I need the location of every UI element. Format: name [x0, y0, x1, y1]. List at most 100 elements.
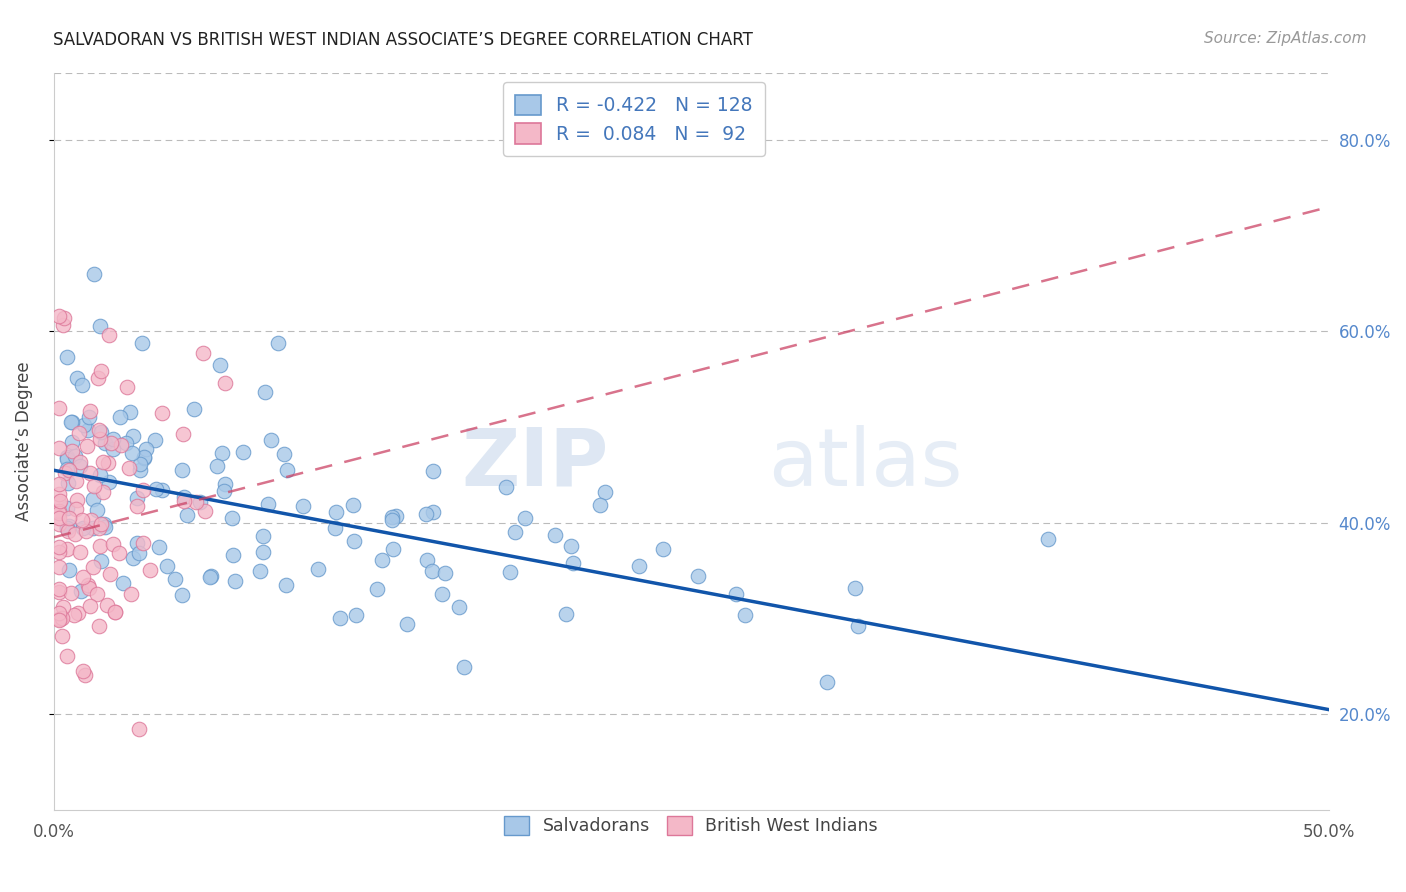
Point — [90, 364, 112, 378]
Point — [499, 566, 522, 580]
Point — [83, 267, 105, 281]
Point — [562, 556, 585, 570]
Point — [343, 533, 366, 548]
Point — [55, 500, 77, 515]
Point — [65, 526, 87, 541]
Point — [108, 546, 131, 560]
Point — [72, 521, 94, 535]
Point — [734, 607, 756, 622]
Point — [176, 508, 198, 523]
Point — [48, 613, 70, 627]
Point — [58, 563, 80, 577]
Point — [513, 511, 536, 525]
Point — [103, 432, 125, 446]
Point — [77, 581, 100, 595]
Point — [173, 494, 195, 508]
Point — [430, 587, 453, 601]
Point — [252, 545, 274, 559]
Point — [51, 611, 73, 625]
Point — [48, 540, 70, 554]
Point — [56, 541, 79, 556]
Point — [543, 528, 565, 542]
Point — [121, 550, 143, 565]
Point — [165, 572, 187, 586]
Point — [55, 350, 77, 364]
Point — [560, 539, 582, 553]
Point — [554, 607, 576, 622]
Point — [70, 513, 93, 527]
Point — [60, 443, 83, 458]
Point — [51, 629, 73, 643]
Point — [60, 416, 83, 430]
Point — [90, 554, 112, 568]
Point — [274, 578, 297, 592]
Point — [184, 494, 207, 508]
Text: SALVADORAN VS BRITISH WEST INDIAN ASSOCIATE’S DEGREE CORRELATION CHART: SALVADORAN VS BRITISH WEST INDIAN ASSOCI… — [53, 31, 754, 49]
Point — [55, 521, 77, 535]
Point — [90, 425, 112, 439]
Point — [115, 436, 138, 450]
Point — [725, 587, 748, 601]
Point — [170, 588, 193, 602]
Point — [134, 450, 156, 465]
Point — [55, 450, 77, 464]
Point — [51, 600, 73, 615]
Point — [652, 542, 675, 557]
Point — [65, 502, 87, 516]
Point — [97, 327, 120, 342]
Legend: Salvadorans, British West Indians: Salvadorans, British West Indians — [498, 809, 884, 842]
Point — [395, 616, 418, 631]
Point — [132, 536, 155, 550]
Point — [76, 578, 98, 592]
Point — [686, 568, 709, 582]
Point — [48, 585, 70, 599]
Point — [118, 405, 141, 419]
Point — [93, 517, 115, 532]
Point — [131, 483, 153, 497]
Point — [224, 574, 246, 589]
Point — [89, 318, 111, 333]
Point — [79, 404, 101, 418]
Point — [89, 432, 111, 446]
Point — [422, 505, 444, 519]
Point — [82, 560, 104, 574]
Point — [172, 427, 194, 442]
Point — [1038, 532, 1060, 546]
Point — [505, 524, 527, 539]
Point — [83, 479, 105, 493]
Point — [48, 517, 70, 532]
Point — [205, 458, 228, 473]
Point — [66, 493, 89, 508]
Point — [122, 429, 145, 443]
Point — [117, 461, 139, 475]
Point — [48, 545, 70, 559]
Point — [86, 502, 108, 516]
Point — [48, 487, 70, 501]
Point — [94, 436, 117, 450]
Point — [48, 476, 70, 491]
Point — [69, 584, 91, 599]
Point — [385, 509, 408, 524]
Point — [214, 476, 236, 491]
Point — [249, 564, 271, 578]
Point — [115, 380, 138, 394]
Point — [257, 497, 280, 511]
Point — [75, 524, 97, 538]
Point — [589, 499, 612, 513]
Point — [108, 410, 131, 425]
Point — [307, 562, 329, 576]
Point — [111, 576, 134, 591]
Point — [433, 566, 456, 580]
Point — [593, 485, 616, 500]
Point — [170, 463, 193, 477]
Point — [194, 504, 217, 518]
Point — [127, 536, 149, 550]
Text: atlas: atlas — [768, 425, 962, 503]
Point — [221, 511, 243, 525]
Point — [89, 423, 111, 437]
Point — [53, 466, 76, 480]
Point — [65, 475, 87, 489]
Point — [325, 521, 347, 535]
Point — [48, 510, 70, 524]
Point — [190, 495, 212, 509]
